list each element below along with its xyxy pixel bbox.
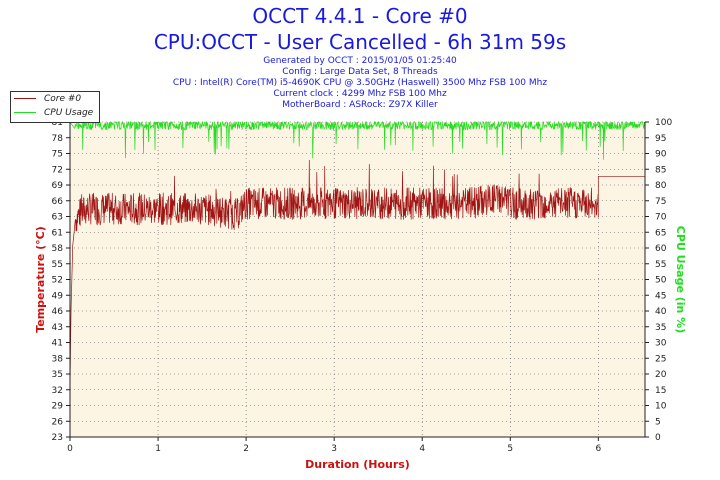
y-tick-label: 49 (52, 291, 64, 301)
x-tick-label: 5 (507, 444, 513, 454)
y-right-tick-label: 55 (655, 260, 666, 270)
y-tick-label: 78 (52, 134, 64, 144)
chart-title: OCCT 4.4.1 - Core #0 (252, 4, 468, 28)
x-axis-label: Duration (Hours) (305, 458, 410, 471)
y-tick-label: 35 (52, 370, 63, 380)
legend-label-cpu-usage: CPU Usage (44, 108, 94, 118)
y-axis-label: Temperature (°C) (34, 226, 47, 333)
info-clock: Current clock : 4299 Mhz FSB 100 Mhz (273, 89, 447, 99)
y-tick-label: 72 (52, 165, 63, 175)
y-axis-label-right: CPU Usage (in %) (674, 226, 687, 333)
info-cpu: CPU : Intel(R) Core(TM) i5-4690K CPU @ 3… (172, 78, 548, 88)
y-right-tick-label: 65 (655, 228, 666, 238)
series-cpu-usage-line (69, 120, 646, 160)
y-tick-label: 63 (52, 213, 63, 223)
y-tick-label: 29 (52, 402, 64, 412)
y-right-tick-label: 90 (655, 150, 667, 160)
series-core0-line (69, 159, 645, 389)
y-right-tick-label: 80 (655, 181, 667, 191)
y-right-tick-label: 30 (655, 339, 667, 349)
legend: Core #0 CPU Usage (10, 91, 100, 123)
x-tick-label: 2 (243, 444, 249, 454)
legend-label-core0: Core #0 (44, 94, 82, 104)
chart-subtitle: CPU:OCCT - User Cancelled - 6h 31m 59s (153, 30, 567, 54)
y-right-tick-label: 85 (655, 165, 666, 175)
y-tick-label: 26 (52, 417, 64, 427)
y-right-tick-label: 95 (655, 134, 666, 144)
x-tick-label: 3 (331, 444, 337, 454)
y-right-tick-label: 40 (655, 307, 667, 317)
y-tick-label: 32 (52, 386, 63, 396)
y-right-tick-label: 10 (655, 402, 667, 412)
y-tick-label: 23 (52, 433, 63, 443)
x-tick-label: 6 (595, 444, 601, 454)
y-tick-label: 81 (52, 118, 63, 128)
y-tick-label: 58 (52, 244, 64, 254)
y-tick-label: 66 (52, 197, 64, 207)
x-tick-label: 1 (155, 444, 161, 454)
series-layer (69, 120, 646, 389)
y-right-tick-label: 45 (655, 291, 666, 301)
y-right-tick-label: 20 (655, 370, 667, 380)
legend-item-cpu-usage: CPU Usage (14, 108, 93, 120)
y-right-tick-label: 35 (655, 323, 666, 333)
y-tick-label: 52 (52, 276, 63, 286)
legend-item-core0: Core #0 (14, 94, 81, 106)
x-tick-label: 4 (419, 444, 425, 454)
y-tick-label: 46 (52, 307, 64, 317)
y-tick-label: 75 (52, 150, 63, 160)
y-right-tick-label: 15 (655, 386, 666, 396)
y-tick-label: 38 (52, 354, 64, 364)
y-tick-label: 43 (52, 323, 63, 333)
plot-area (70, 122, 645, 437)
y-right-tick-label: 25 (655, 354, 666, 364)
y-right-tick-label: 0 (655, 433, 661, 443)
y-tick-label: 41 (52, 339, 63, 349)
y-tick-label: 61 (52, 228, 63, 238)
legend-swatch-cpu-usage (14, 112, 36, 113)
legend-swatch-core0 (14, 98, 36, 99)
y-right-tick-label: 50 (655, 276, 667, 286)
y-right-tick-label: 70 (655, 213, 667, 223)
info-generated: Generated by OCCT : 2015/01/05 01:25:40 (263, 56, 457, 66)
y-tick-label: 55 (52, 260, 63, 270)
y-right-tick-label: 100 (655, 118, 672, 128)
x-tick-label: 0 (67, 444, 73, 454)
y-right-tick-label: 5 (655, 417, 661, 427)
info-motherboard: MotherBoard : ASRock: Z97X Killer (282, 100, 438, 110)
y-right-tick-label: 75 (655, 197, 666, 207)
y-right-tick-label: 60 (655, 244, 667, 254)
info-config: Config : Large Data Set, 8 Threads (282, 67, 438, 77)
y-tick-label: 69 (52, 181, 64, 191)
